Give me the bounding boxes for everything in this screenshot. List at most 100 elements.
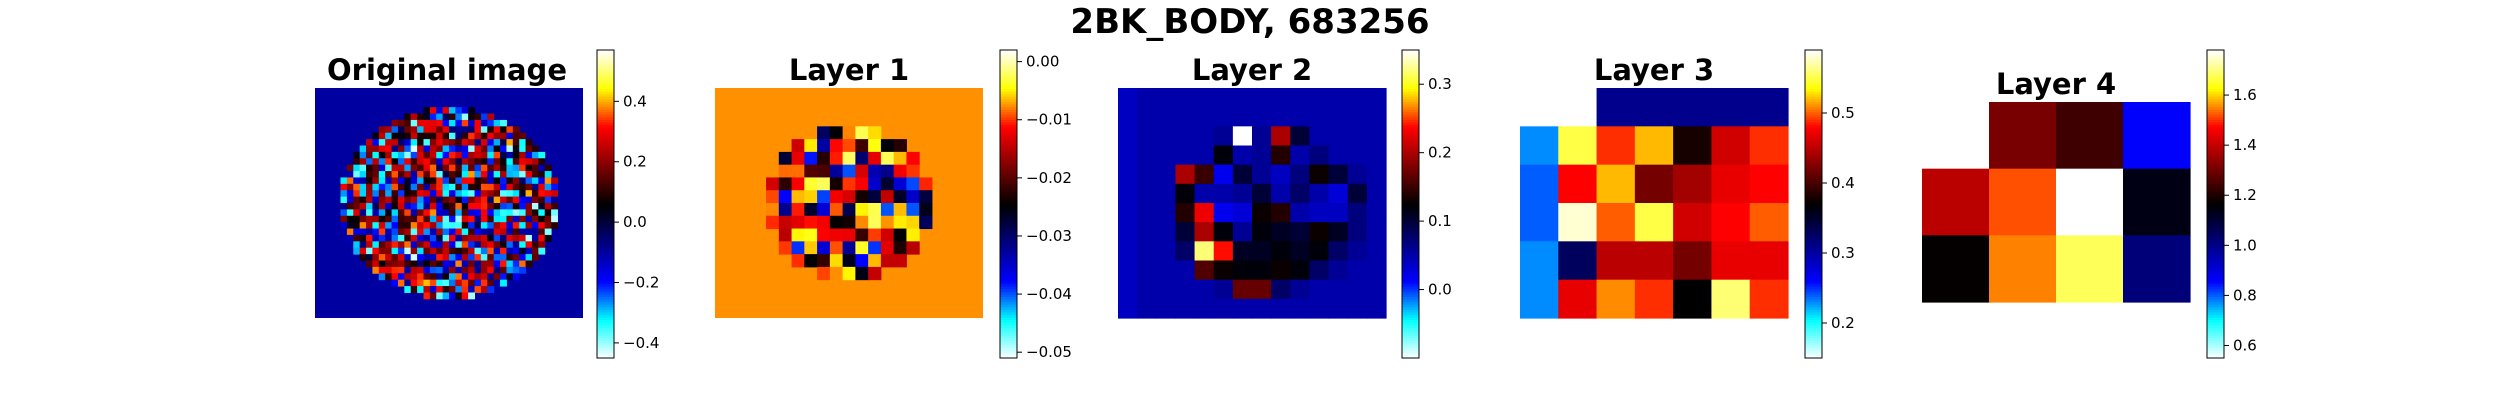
heatmap-cell (1328, 222, 1349, 242)
heatmap-cell (455, 126, 463, 134)
heatmap-cell (855, 228, 869, 242)
colorbar-segment (2207, 257, 2224, 262)
heatmap-cell (512, 139, 520, 146)
colorbar-segment (2207, 322, 2224, 326)
colorbar-segment (597, 121, 614, 126)
colorbar-segment (597, 139, 614, 143)
heatmap-cell (436, 215, 444, 223)
colorbar-segment (1000, 52, 1017, 56)
colorbar-segment (1000, 121, 1017, 126)
heatmap-cell (480, 228, 488, 236)
heatmap-cell (353, 151, 361, 159)
heatmap-cell (455, 241, 463, 249)
heatmap-cell (449, 190, 456, 198)
heatmap-cell (791, 151, 805, 166)
colorbar-segment (1805, 160, 1822, 164)
colorbar-segment (1402, 211, 1419, 215)
heatmap-cell (455, 266, 463, 274)
colorbar-segment (1402, 255, 1419, 259)
heatmap-cell (378, 139, 386, 146)
heatmap-cell (1252, 183, 1272, 204)
heatmap-cell (1309, 145, 1330, 166)
colorbar-segment (1402, 311, 1419, 315)
heatmap-cell (519, 190, 527, 198)
heatmap-cell (429, 151, 437, 159)
heatmap-cell (449, 292, 456, 300)
heatmap-cell (436, 241, 444, 249)
heatmap-cell (436, 164, 444, 172)
colorbar-segment (2207, 60, 2224, 64)
heatmap-cell (493, 260, 501, 268)
heatmap-cell (868, 228, 882, 242)
heatmap-cell (410, 158, 418, 166)
colorbar-segment (1000, 178, 1017, 182)
heatmap-cell (468, 145, 476, 153)
heatmap-cell (538, 177, 546, 185)
colorbar-segment (597, 283, 614, 287)
heatmap-cell (391, 209, 399, 217)
heatmap-cell (1309, 164, 1330, 185)
colorbar-segment (597, 65, 614, 69)
heatmap-cell (512, 126, 520, 134)
heatmap-cell (525, 151, 533, 159)
heatmap-cell (468, 151, 476, 159)
heatmap-cell (506, 273, 514, 281)
heatmap-cell (449, 107, 456, 115)
colorbar-segment (1000, 162, 1017, 167)
colorbar-segment (1402, 332, 1419, 336)
colorbar-segment (1805, 342, 1822, 346)
colorbar-segment (2207, 57, 2224, 61)
heatmap-cell (404, 247, 412, 255)
heatmap-cell (1673, 203, 1713, 242)
heatmap-cell (423, 183, 431, 191)
heatmap-cell (378, 190, 386, 198)
colorbar-segment (1805, 98, 1822, 102)
heatmap-cell (410, 151, 418, 159)
heatmap-cell (512, 132, 520, 140)
heatmap-cell (538, 234, 546, 242)
heatmap-cell (531, 196, 539, 204)
heatmap-cell (366, 190, 373, 198)
heatmap-cell (512, 234, 520, 242)
heatmap-cell (353, 190, 361, 198)
heatmap-cell (461, 209, 469, 217)
heatmap-cell (829, 126, 844, 140)
heatmap-cell (1290, 279, 1311, 300)
colorbar-segment (1000, 144, 1017, 149)
heatmap-cell (474, 279, 482, 287)
colorbar-segment (1402, 224, 1419, 228)
heatmap-cell (512, 215, 520, 223)
colorbar-segment (597, 67, 614, 72)
colorbar-segment (597, 355, 614, 359)
heatmap-cell (842, 190, 856, 204)
heatmap-cell (417, 247, 424, 255)
colorbar-segment (1402, 65, 1419, 69)
heatmap-cell (442, 266, 450, 274)
colorbar-segment (2207, 137, 2224, 141)
heatmap-cell (436, 234, 444, 242)
heatmap-cell (404, 119, 412, 127)
colorbar-segment (2207, 162, 2224, 167)
colorbar-segment (2207, 111, 2224, 115)
heatmap-cell (410, 190, 418, 198)
heatmap-cell (442, 119, 450, 127)
heatmap-cell (506, 241, 514, 249)
heatmap-cell (417, 126, 424, 134)
colorbar-segment (1402, 352, 1419, 357)
heatmap-cell (855, 126, 869, 140)
heatmap-cell (551, 190, 558, 198)
heatmap-cell (391, 171, 399, 178)
colorbar-segment (597, 314, 614, 318)
colorbar-segment (1000, 96, 1017, 100)
heatmap-cell (385, 228, 393, 236)
heatmap-cell (1156, 145, 1177, 166)
heatmap-cell (842, 266, 856, 281)
colorbar-segment (2207, 168, 2224, 172)
panel-title-layer-2: Layer 2 (1192, 53, 1312, 87)
colorbar-segment (2207, 65, 2224, 69)
colorbar-segment (2207, 275, 2224, 280)
heatmap-cell (855, 139, 869, 153)
heatmap-cell (1596, 279, 1636, 319)
colorbar-segment (1402, 329, 1419, 333)
colorbar-segment (1402, 124, 1419, 128)
